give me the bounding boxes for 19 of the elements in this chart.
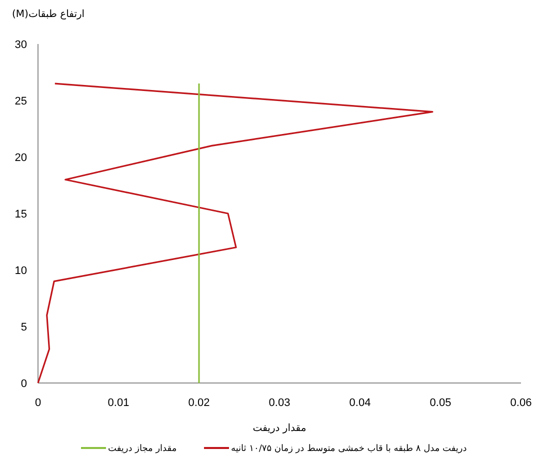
x-tick-label: 0.05 bbox=[430, 397, 452, 409]
x-tick-label: 0.03 bbox=[268, 397, 290, 409]
y-tick-label: 25 bbox=[14, 96, 27, 108]
y-tick-label: 0 bbox=[20, 378, 27, 390]
line-series bbox=[37, 82, 434, 384]
y-axis-title: ارتفاع طبقات(M) bbox=[12, 9, 85, 20]
legend-label: مقدار مجاز دریفت bbox=[108, 444, 177, 454]
x-tick-label: 0.06 bbox=[510, 397, 532, 409]
y-tick-label: 20 bbox=[14, 152, 27, 164]
y-tick-label: 5 bbox=[20, 322, 27, 334]
y-tick-label: 30 bbox=[14, 39, 27, 51]
x-tick-label: 0.02 bbox=[188, 397, 210, 409]
x-tick-label: 0 bbox=[34, 397, 42, 409]
x-tick-label: 0.01 bbox=[108, 397, 130, 409]
legend-label: دریفت مدل ۸ طبقه با قاب خمشی متوسط در زمان ۱۰/۷۵ ثانیه bbox=[231, 444, 467, 454]
x-tick-label: 0.04 bbox=[349, 397, 371, 409]
y-tick-label: 10 bbox=[14, 265, 27, 277]
x-axis-title: مقدار دریفت bbox=[252, 423, 306, 434]
y-tick-label: 15 bbox=[14, 208, 27, 220]
